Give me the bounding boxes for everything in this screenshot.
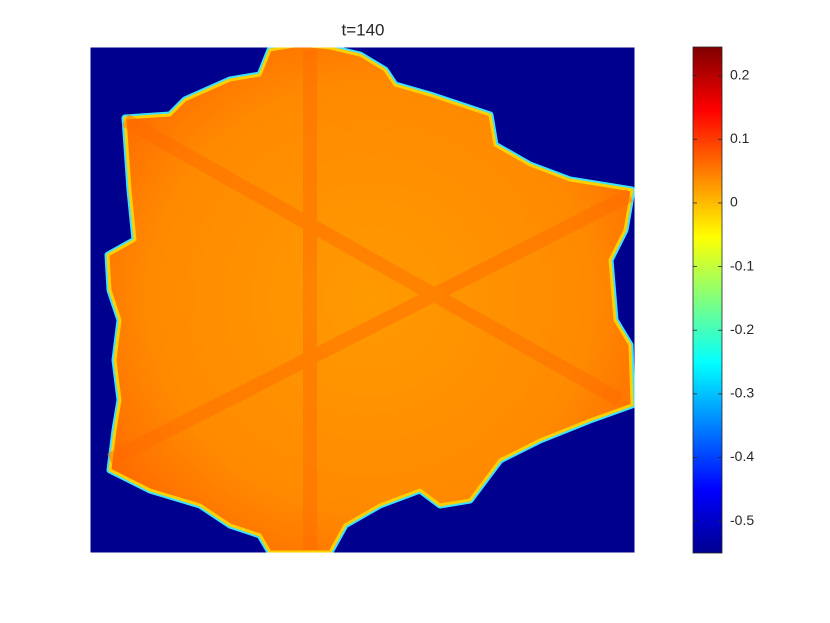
heatmap-field bbox=[90, 47, 635, 553]
colorbar-tick-label: 0.2 bbox=[730, 66, 750, 82]
chart-title: t=140 bbox=[341, 20, 384, 39]
colorbar-tick-label: 0.1 bbox=[730, 130, 750, 146]
colorbar-tick-label: -0.4 bbox=[730, 448, 754, 464]
colorbar-tick-label: -0.5 bbox=[730, 512, 754, 528]
colorbar-tick-label: -0.1 bbox=[730, 257, 754, 273]
colorbar bbox=[692, 46, 723, 554]
colorbar-tick-label: 0 bbox=[730, 194, 738, 210]
colorbar-tick-label: -0.2 bbox=[730, 321, 754, 337]
colorbar-tick-label: -0.3 bbox=[730, 385, 754, 401]
